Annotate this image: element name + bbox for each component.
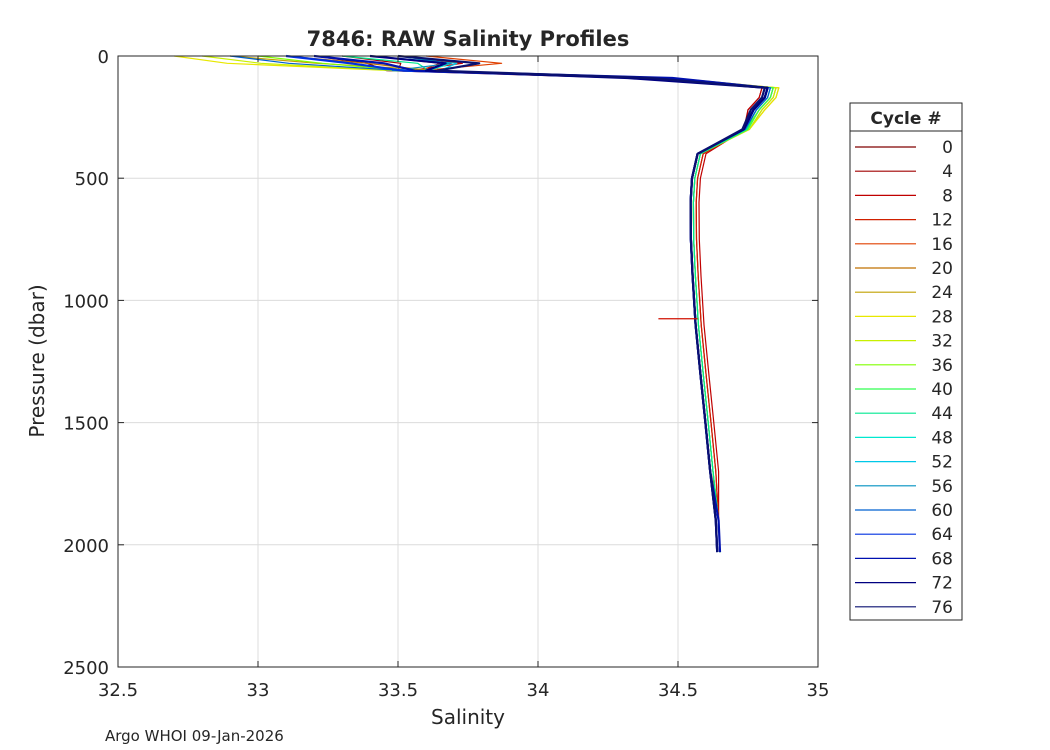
- y-tick-label: 500: [75, 169, 109, 190]
- legend-title: Cycle #: [870, 109, 941, 129]
- y-tick-label: 2500: [63, 658, 109, 679]
- footer-annotation: Argo WHOI 09-Jan-2026: [105, 727, 284, 745]
- y-tick-label: 0: [98, 47, 109, 68]
- legend-label-48: 48: [931, 428, 953, 448]
- legend: Cycle # 04812162024283236404448525660646…: [849, 102, 963, 621]
- legend-label-24: 24: [931, 283, 953, 303]
- legend-label-8: 8: [942, 186, 953, 206]
- legend-label-28: 28: [931, 307, 953, 327]
- chart-title: 7846: RAW Salinity Profiles: [307, 27, 630, 51]
- y-tick-label: 1500: [63, 414, 109, 435]
- legend-label-56: 56: [931, 477, 953, 497]
- x-tick-label: 34.5: [658, 680, 698, 701]
- legend-label-4: 4: [942, 162, 953, 182]
- legend-label-16: 16: [931, 235, 953, 255]
- y-tick-label: 1000: [63, 291, 109, 312]
- x-axis-label: Salinity: [431, 705, 505, 729]
- legend-label-32: 32: [931, 332, 953, 352]
- x-tick-label: 35: [807, 680, 830, 701]
- axes-box: [117, 55, 819, 668]
- legend-label-36: 36: [931, 356, 953, 376]
- y-axis-label: Pressure (dbar): [25, 284, 49, 437]
- legend-label-44: 44: [931, 404, 953, 424]
- grid-lines: [117, 55, 819, 668]
- legend-label-40: 40: [931, 380, 953, 400]
- legend-label-52: 52: [931, 453, 953, 473]
- axis-ticks: 32.5 33 33.5 34 34.5 35 0 500 1000 1500 2000 2500: [63, 47, 829, 701]
- legend-label-20: 20: [931, 259, 953, 279]
- profile-line-cycle-76: [397, 54, 766, 553]
- x-tick-label: 33.5: [378, 680, 418, 701]
- legend-label-68: 68: [931, 549, 953, 569]
- legend-label-72: 72: [931, 574, 953, 594]
- legend-label-60: 60: [931, 501, 953, 521]
- x-tick-label: 32.5: [98, 680, 138, 701]
- y-tick-label: 2000: [63, 536, 109, 557]
- profile-lines: [173, 54, 780, 553]
- legend-label-64: 64: [931, 525, 953, 545]
- legend-label-0: 0: [942, 138, 953, 158]
- legend-label-12: 12: [931, 211, 953, 231]
- legend-label-76: 76: [931, 598, 953, 618]
- x-tick-label: 33: [247, 680, 270, 701]
- x-tick-label: 34: [527, 680, 550, 701]
